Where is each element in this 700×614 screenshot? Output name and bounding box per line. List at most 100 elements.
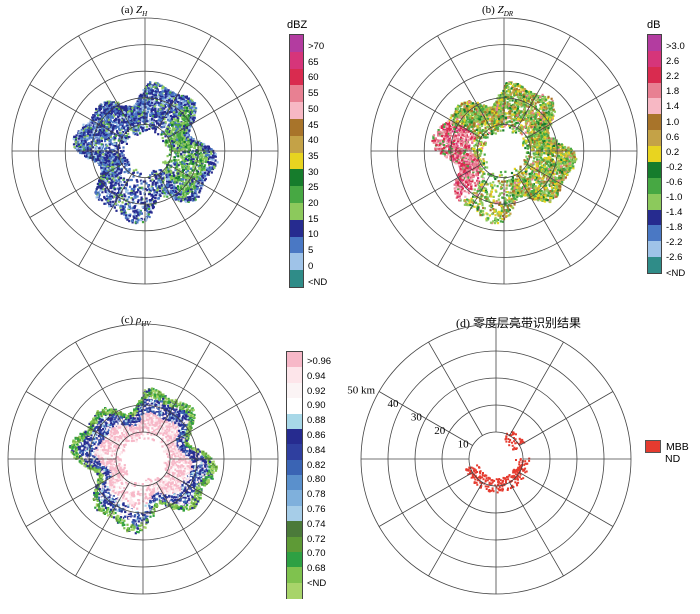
echo-gate: [145, 207, 149, 210]
echo-gate: [164, 90, 167, 93]
echo-gate: [110, 151, 113, 154]
colorbar-tick-label: 15: [308, 213, 319, 225]
echo-gate: [107, 164, 110, 167]
echo-gate: [92, 155, 95, 158]
echo-gate: [100, 152, 103, 155]
echo-gate: [128, 220, 131, 223]
echo-gate: [165, 190, 168, 193]
echo-gate: [156, 181, 159, 184]
echo-gate: [127, 196, 130, 199]
echo-gate: [113, 195, 116, 198]
echo-gate: [176, 187, 179, 190]
echo-gate: [102, 162, 105, 165]
echo-gate: [132, 107, 135, 110]
echo-gate: [208, 147, 211, 150]
echo-gate: [154, 96, 157, 99]
echo-gate: [186, 192, 189, 195]
echo-gate: [141, 94, 144, 97]
echo-gate: [183, 99, 186, 102]
echo-gate: [109, 195, 112, 198]
echo-gate: [183, 103, 187, 107]
echo-gate: [111, 181, 114, 184]
echo-gate: [157, 196, 161, 199]
echo-gate: [108, 154, 111, 157]
echo-gate: [105, 189, 109, 192]
echo-gate: [134, 221, 137, 224]
echo-gate: [196, 185, 199, 188]
echo-gate: [163, 98, 166, 101]
echo-gate: [87, 146, 90, 149]
echo-gate: [113, 138, 116, 141]
echo-gate: [114, 127, 117, 130]
echo-gate: [118, 168, 121, 171]
echo-gate: [134, 117, 138, 120]
echo-gate: [195, 107, 198, 110]
azimuth-spoke-150: [157, 173, 212, 267]
echo-gate: [186, 134, 189, 137]
echo-gate: [565, 154, 568, 157]
echo-gate: [89, 156, 92, 159]
echo-gate: [116, 151, 119, 154]
echo-gate: [99, 156, 102, 159]
echo-gate: [182, 178, 185, 181]
echo-gate: [145, 125, 148, 128]
echo-gate: [127, 108, 130, 111]
echo-gate: [158, 115, 161, 118]
echo-gate: [116, 164, 119, 167]
echo-gate: [117, 166, 120, 169]
echo-gate: [169, 114, 172, 118]
echo-gate: [177, 172, 180, 175]
echo-gate: [178, 182, 182, 185]
echo-gate: [117, 163, 120, 166]
echo-gate: [162, 102, 165, 105]
azimuth-spoke-30: [157, 35, 212, 129]
echo-gate: [149, 82, 152, 85]
echo-gate: [102, 174, 105, 177]
echo-gate: [124, 211, 127, 214]
echo-gate: [195, 174, 198, 177]
echo-gate: [112, 127, 115, 130]
echo-gate: [118, 196, 121, 199]
echo-gate: [145, 92, 148, 95]
echo-gate: [188, 157, 191, 161]
echo-gate: [117, 121, 120, 125]
echo-gate: [139, 125, 142, 128]
echo-gate: [139, 97, 142, 100]
echo-gate: [79, 147, 82, 150]
echo-gate: [196, 175, 199, 178]
echo-gate: [104, 136, 108, 139]
echo-gate: [120, 170, 123, 173]
echo-gate: [79, 148, 82, 151]
echo-gate: [181, 166, 184, 169]
echo-gate: [117, 176, 120, 179]
echo-gate: [110, 165, 113, 168]
echo-gate: [152, 200, 155, 203]
echo-gate: [120, 158, 123, 161]
echo-gate: [151, 197, 154, 200]
echo-gate: [103, 171, 107, 174]
echo-gate: [93, 126, 96, 129]
echo-gate: [132, 117, 135, 120]
echo-gate: [518, 186, 521, 189]
echo-gate: [104, 104, 107, 107]
echo-gate: [172, 193, 176, 197]
echo-gate: [79, 135, 82, 138]
echo-gate: [100, 178, 103, 181]
echo-gate: [212, 154, 215, 157]
echo-gate: [100, 137, 103, 140]
echo-gate: [176, 185, 180, 188]
echo-gate: [105, 121, 108, 124]
echo-gate: [148, 191, 151, 194]
echo-gate: [111, 157, 114, 160]
echo-gate: [191, 109, 194, 112]
echo-gate: [97, 114, 100, 117]
echo-gate: [181, 170, 184, 173]
echo-gate: [173, 187, 176, 190]
echo-gate: [165, 101, 168, 104]
echo-gate: [204, 157, 207, 160]
echo-gate: [176, 148, 179, 151]
echo-gate: [169, 148, 172, 151]
colorbar-tick-label: 50: [308, 103, 319, 115]
echo-gate: [132, 210, 135, 213]
echo-gate: [143, 121, 146, 124]
